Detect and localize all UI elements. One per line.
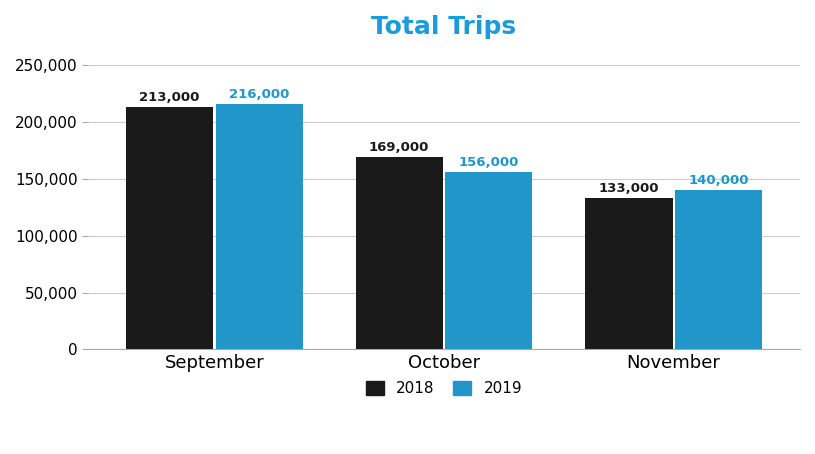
Bar	[126, 107, 214, 350]
Text: 140,000: 140,000	[688, 174, 749, 188]
Bar	[675, 190, 762, 350]
Text: 216,000: 216,000	[229, 88, 289, 101]
Text: 156,000: 156,000	[459, 156, 519, 169]
Title: Total Trips: Total Trips	[372, 15, 517, 39]
Bar	[355, 157, 443, 350]
Text: 133,000: 133,000	[599, 182, 659, 195]
Bar	[215, 104, 303, 350]
Text: 213,000: 213,000	[139, 91, 200, 104]
Bar	[445, 172, 532, 350]
Legend: 2018, 2019: 2018, 2019	[359, 375, 528, 402]
Bar	[585, 198, 672, 350]
Text: 169,000: 169,000	[369, 141, 430, 154]
